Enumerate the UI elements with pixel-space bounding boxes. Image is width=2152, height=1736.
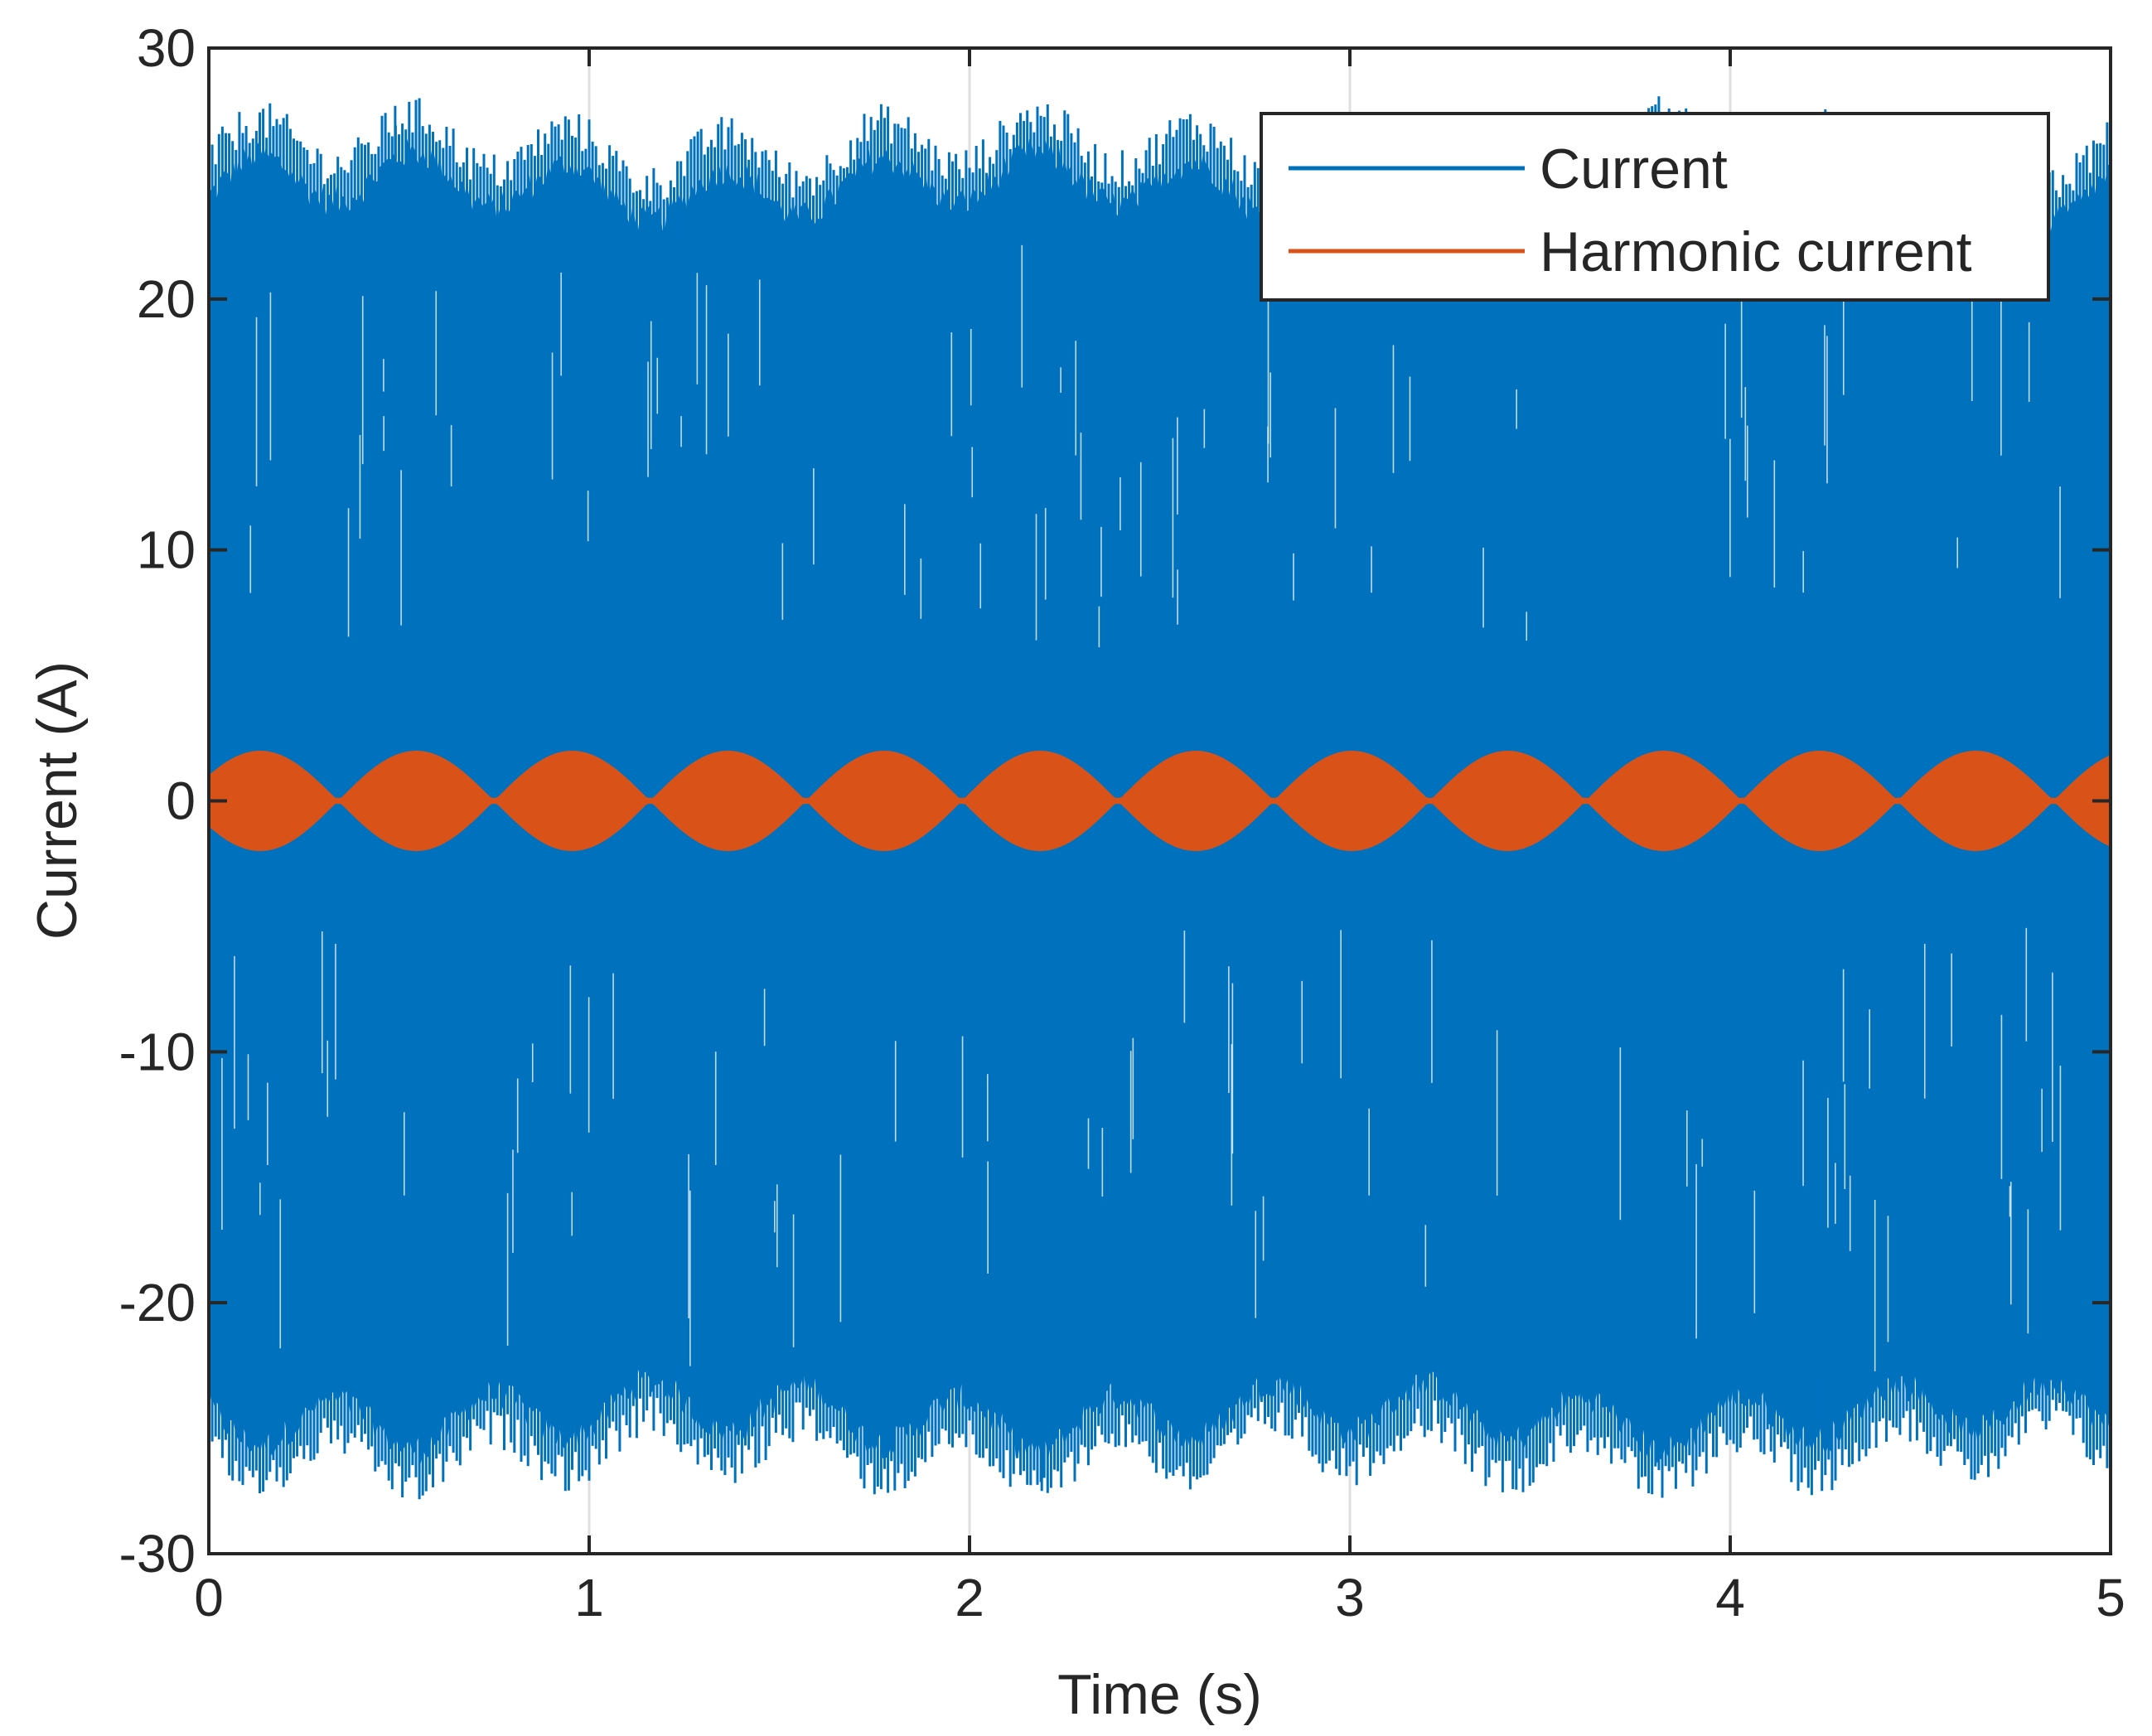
- x-tick-label: 5: [2096, 1568, 2125, 1627]
- legend-label-harmonic: Harmonic current: [1540, 220, 1972, 283]
- x-axis-ticks: 0 1 2 3 4 5: [194, 48, 2125, 1627]
- legend-box: [1260, 112, 2050, 302]
- y-tick-label: -30: [119, 1524, 196, 1584]
- x-tick-label: 3: [1335, 1568, 1365, 1627]
- legend: Current Harmonic current: [1260, 112, 2050, 302]
- y-tick-label: -20: [119, 1273, 196, 1332]
- x-tick-label: 4: [1715, 1568, 1745, 1627]
- harmonic-current-envelope: [209, 750, 2111, 852]
- y-axis-ticks: -30 -20 -10 0 10 20 30: [119, 18, 2111, 1584]
- y-tick-label: 0: [166, 771, 196, 831]
- x-tick-label: 1: [574, 1568, 604, 1627]
- y-tick-label: 10: [137, 520, 196, 580]
- y-axis-label: Current (A): [26, 661, 89, 940]
- y-tick-label: 30: [137, 18, 196, 78]
- legend-label-current: Current: [1540, 138, 1728, 201]
- y-tick-label: -10: [119, 1022, 196, 1081]
- harmonic-current-series: [209, 750, 2111, 852]
- x-tick-label: 0: [194, 1568, 224, 1627]
- x-tick-label: 2: [955, 1568, 984, 1627]
- x-axis-label: Time (s): [1057, 1663, 1262, 1726]
- y-tick-label: 20: [137, 269, 196, 329]
